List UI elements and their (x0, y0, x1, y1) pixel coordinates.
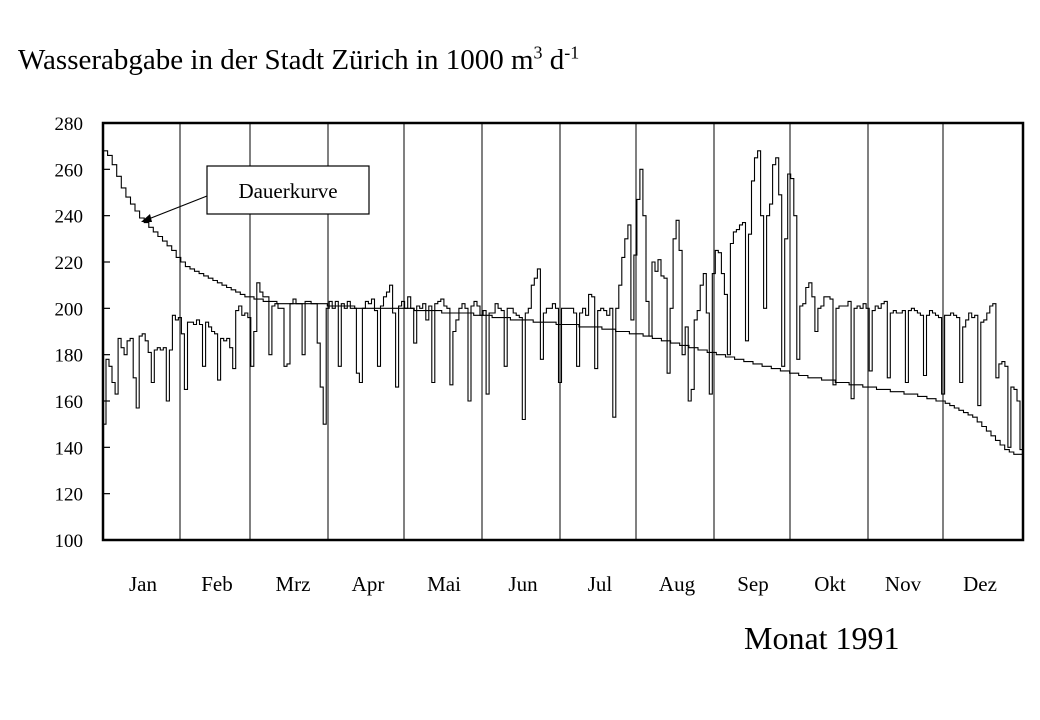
y-tick-label-140: 140 (55, 438, 84, 459)
month-label-apr: Apr (352, 572, 385, 596)
dauerkurve-line (103, 150, 1023, 455)
month-label-jul: Jul (588, 572, 613, 596)
month-label-sep: Sep (737, 572, 769, 596)
y-tick-label-260: 260 (55, 160, 84, 181)
month-label-aug: Aug (659, 572, 696, 596)
annotation-box (206, 165, 370, 215)
month-label-jun: Jun (508, 572, 538, 596)
annotation-label: Dauerkurve (238, 179, 337, 203)
y-tick-label-180: 180 (55, 346, 84, 367)
y-tick-label-200: 200 (55, 299, 84, 320)
month-label-mai: Mai (427, 572, 461, 596)
month-label-mrz: Mrz (276, 572, 311, 596)
x-axis-label: Monat 1991 (744, 620, 900, 656)
month-label-jan: Jan (129, 572, 157, 596)
daily-series-line (103, 150, 1023, 451)
month-label-dez: Dez (963, 572, 997, 596)
month-label-okt: Okt (814, 572, 846, 596)
y-tick-label-220: 220 (55, 253, 84, 274)
y-tick-label-240: 240 (55, 207, 84, 228)
plot-frame (101, 121, 1025, 542)
y-tick-label-100: 100 (55, 531, 84, 552)
month-label-feb: Feb (201, 572, 233, 596)
annotation-arrow-line (145, 195, 208, 221)
month-label-nov: Nov (885, 572, 922, 596)
y-tick-label-160: 160 (55, 392, 84, 413)
y-tick-label-120: 120 (55, 485, 84, 506)
chart-title: Wasserabgabe in der Stadt Zürich in 1000… (18, 42, 580, 76)
y-tick-label-280: 280 (55, 114, 84, 135)
annotation-arrow-head (141, 214, 152, 222)
